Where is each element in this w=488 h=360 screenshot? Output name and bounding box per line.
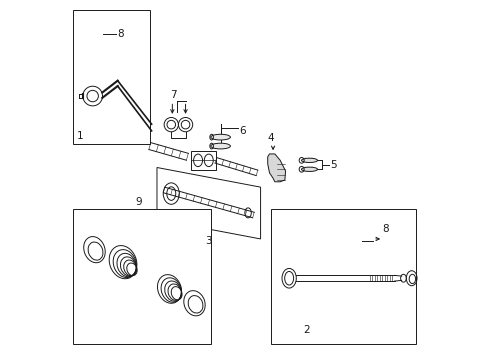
Text: 8: 8: [117, 28, 123, 39]
Ellipse shape: [210, 143, 230, 149]
Ellipse shape: [301, 167, 317, 171]
Bar: [73, 208, 210, 344]
Text: 2: 2: [303, 325, 309, 336]
Text: 7: 7: [170, 90, 177, 100]
Text: 9: 9: [135, 197, 141, 207]
Text: 6: 6: [239, 126, 245, 136]
Text: 8: 8: [382, 224, 388, 234]
Polygon shape: [267, 154, 285, 182]
Ellipse shape: [301, 158, 317, 162]
Bar: [73, 10, 149, 144]
Polygon shape: [157, 167, 260, 239]
Ellipse shape: [210, 134, 230, 140]
Text: 4: 4: [267, 133, 274, 143]
Bar: [190, 150, 216, 170]
Bar: [271, 208, 415, 344]
Text: 5: 5: [329, 160, 336, 170]
Text: 1: 1: [77, 131, 83, 141]
Text: 3: 3: [204, 236, 211, 246]
